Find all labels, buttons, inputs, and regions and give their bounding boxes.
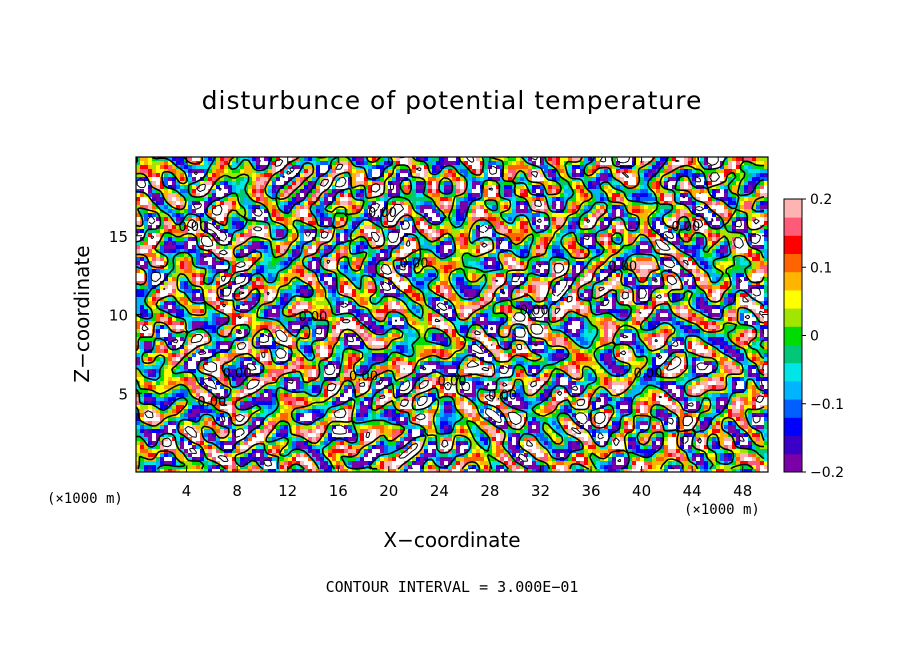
x-tick-label: 8 [232, 482, 242, 500]
contour-label: 0.00 [671, 220, 700, 235]
contour-label: 0.00 [298, 310, 327, 325]
colorbar-tick-label: 0.1 [810, 260, 832, 276]
y-axis: 5 10 15 [109, 228, 768, 403]
x-tick-label: 40 [632, 482, 651, 500]
contour-labels: 0.00 0.00 0.00 0.00 0.00 0.00 0.00 0.00 0.00 0.00… [178, 206, 700, 410]
colorbar-tick-label: 0.2 [810, 192, 832, 208]
x-tick-label: 24 [430, 482, 449, 500]
x-unit-label-left: (×1000 m) [47, 491, 123, 507]
colorbar-tick-label: 0 [810, 329, 819, 345]
colorbar-tick-label: −0.1 [810, 397, 844, 413]
colorbar: 0.2 0.1 0 −0.1 −0.2 [783, 192, 844, 481]
colorbar-swatch [784, 253, 802, 273]
contour-label: 0.00 [400, 256, 429, 271]
x-tick-label: 36 [581, 482, 600, 500]
x-tick-label: 20 [379, 482, 398, 500]
colorbar-swatch [784, 435, 802, 455]
contour-label: 0.00 [520, 304, 549, 319]
x-tick-label: 4 [182, 482, 192, 500]
colorbar-swatch [784, 381, 802, 400]
contour-label: 0.00 [438, 374, 467, 389]
contour-level-line [136, 157, 765, 470]
y-axis-label: Z−coordinate [70, 245, 94, 382]
y-tick-label: 15 [109, 228, 128, 246]
x-tick-label: 16 [329, 482, 348, 500]
x-tick-label: 28 [480, 482, 499, 500]
chart-title: disturbunce of potential temperature [0, 86, 904, 115]
contour-label: 0.00 [223, 367, 252, 382]
contour-lines [136, 157, 765, 470]
colorbar-swatch [784, 417, 802, 436]
contour-label: 0.00 [608, 259, 637, 274]
colorbar-swatch [784, 326, 802, 345]
colorbar-tick-label: −0.2 [810, 465, 844, 481]
contour-label: 0.00 [178, 220, 207, 235]
contour-level-line [141, 157, 765, 462]
heatmap-field [136, 157, 768, 472]
x-axis: 4 8 12 16 20 24 28 32 36 40 44 48 [182, 157, 752, 500]
x-axis-label: X−coordinate [300, 528, 604, 552]
colorbar-swatch [784, 290, 802, 309]
colorbar-swatch [784, 362, 802, 382]
x-tick-label: 12 [278, 482, 297, 500]
x-unit-label-right: (×1000 m) [684, 502, 760, 518]
contour-label: 0.00 [368, 206, 397, 221]
colorbar-swatch [784, 399, 802, 418]
x-tick-label: 32 [531, 482, 550, 500]
y-tick-label: 10 [109, 307, 128, 325]
x-tick-label: 48 [733, 482, 752, 500]
colorbar-swatch [784, 453, 802, 473]
x-tick-label: 44 [683, 482, 702, 500]
colorbar-swatch [784, 271, 802, 291]
colorbar-swatch [784, 217, 802, 236]
colorbar-swatch [784, 308, 802, 327]
contour-label: 0.00 [197, 395, 226, 410]
y-tick-label: 5 [118, 385, 128, 403]
colorbar-swatch [784, 199, 802, 218]
contour-interval-note: CONTOUR INTERVAL = 3.000E−01 [0, 578, 904, 596]
colorbar-swatch [784, 235, 802, 254]
colorbar-swatch [784, 344, 802, 364]
contour-level-line [136, 157, 765, 470]
contour-label: 0.00 [633, 367, 662, 382]
contour-label: 0.00 [349, 370, 378, 385]
contour-label: 0.00 [488, 389, 517, 404]
